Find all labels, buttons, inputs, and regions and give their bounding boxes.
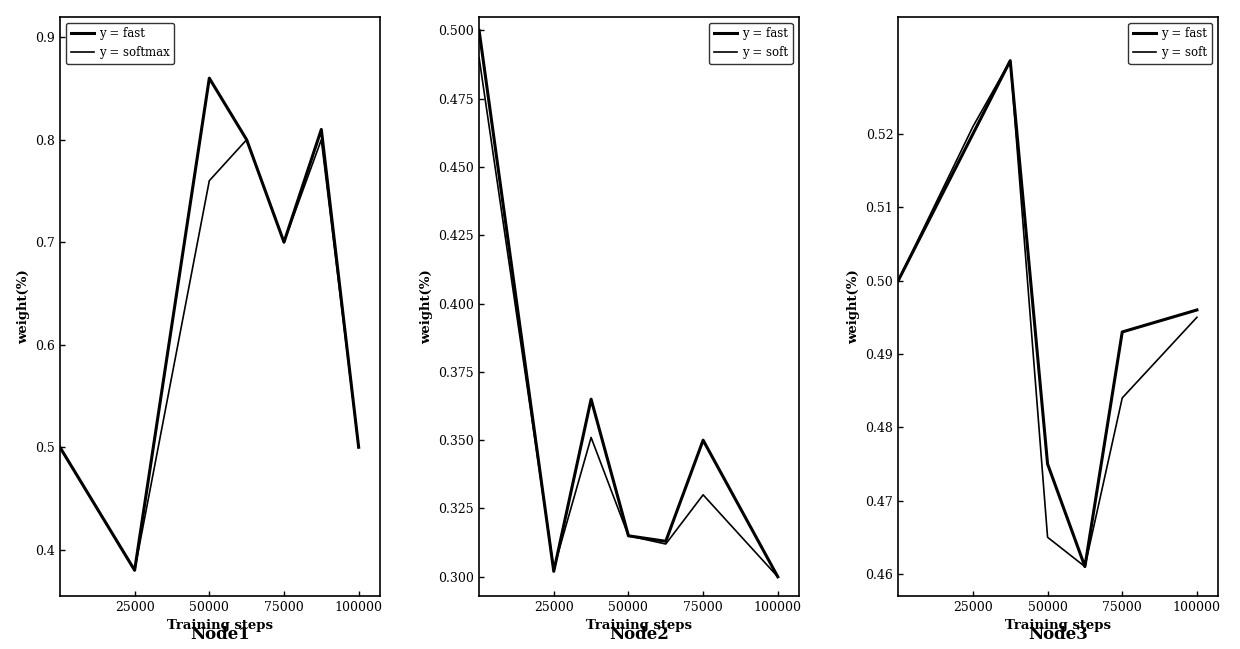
y = softmax: [52, 443, 67, 451]
Line: y = fast: y = fast: [898, 60, 1197, 567]
y = softmax: [128, 567, 143, 574]
y = fast: [1189, 306, 1204, 314]
y = fast: [584, 395, 599, 403]
Y-axis label: weight(%): weight(%): [16, 269, 30, 344]
y = fast: [52, 443, 67, 451]
y = fast: [696, 436, 711, 444]
y = soft: [696, 491, 711, 498]
Legend: y = fast, y = soft: y = fast, y = soft: [709, 23, 792, 64]
y = soft: [966, 123, 981, 130]
Line: y = soft: y = soft: [898, 60, 1197, 567]
y = softmax: [202, 177, 217, 184]
y = soft: [1115, 394, 1130, 402]
y = fast: [351, 443, 366, 451]
y = softmax: [314, 136, 329, 143]
y = soft: [658, 540, 673, 548]
y = fast: [239, 136, 254, 143]
y = fast: [1115, 328, 1130, 336]
y = fast: [547, 567, 562, 575]
X-axis label: Training steps: Training steps: [166, 619, 273, 632]
y = fast: [128, 567, 143, 574]
y = fast: [1040, 460, 1055, 468]
y = fast: [658, 537, 673, 545]
Text: Node2: Node2: [609, 626, 668, 643]
y = fast: [314, 125, 329, 133]
Text: Node3: Node3: [1028, 626, 1087, 643]
y = softmax: [277, 238, 291, 246]
y = soft: [471, 54, 486, 62]
Line: y = soft: y = soft: [479, 58, 777, 577]
Line: y = fast: y = fast: [479, 31, 777, 577]
y = soft: [1040, 533, 1055, 541]
y = fast: [621, 532, 636, 540]
X-axis label: Training steps: Training steps: [585, 619, 692, 632]
Line: y = fast: y = fast: [60, 78, 358, 570]
y = soft: [547, 565, 562, 572]
y = fast: [1078, 563, 1092, 570]
Legend: y = fast, y = soft: y = fast, y = soft: [1128, 23, 1211, 64]
y = soft: [1189, 313, 1204, 321]
y = softmax: [239, 136, 254, 143]
y = fast: [1003, 56, 1018, 64]
Y-axis label: weight(%): weight(%): [420, 269, 433, 344]
Text: Node1: Node1: [190, 626, 249, 643]
y = fast: [890, 276, 905, 284]
y = soft: [1078, 563, 1092, 570]
y = soft: [890, 276, 905, 284]
Line: y = softmax: y = softmax: [60, 140, 358, 570]
X-axis label: Training steps: Training steps: [1006, 619, 1111, 632]
y = soft: [1003, 56, 1018, 64]
y = fast: [202, 74, 217, 82]
y = soft: [621, 532, 636, 540]
y = softmax: [351, 443, 366, 451]
y = soft: [770, 573, 785, 581]
Legend: y = fast, y = softmax: y = fast, y = softmax: [66, 23, 175, 64]
y = soft: [584, 434, 599, 441]
y = fast: [770, 573, 785, 581]
y = fast: [966, 130, 981, 138]
Y-axis label: weight(%): weight(%): [847, 269, 859, 344]
y = fast: [277, 238, 291, 246]
y = fast: [471, 27, 486, 34]
